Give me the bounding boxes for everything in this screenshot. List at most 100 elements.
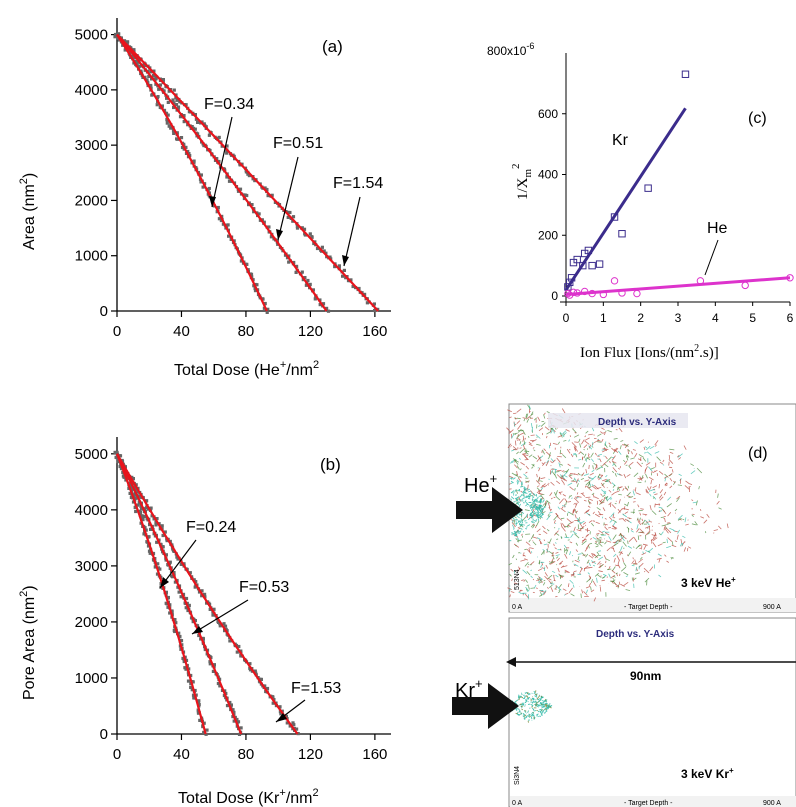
he-track <box>567 463 571 467</box>
he-track <box>535 434 541 439</box>
he-track <box>641 518 644 522</box>
panel-a-data-point <box>169 126 173 130</box>
panel-a-data-point <box>187 152 191 156</box>
he-track <box>597 458 600 460</box>
panel-c-x-tick-label: 2 <box>637 311 644 325</box>
he-track <box>535 500 538 503</box>
he-track <box>539 499 541 502</box>
he-track <box>599 586 602 592</box>
he-track <box>618 540 622 543</box>
he-track <box>511 472 518 477</box>
he-track <box>536 500 540 503</box>
he-track <box>575 496 578 499</box>
he-track <box>588 453 590 456</box>
he-track <box>588 445 593 450</box>
panel-b-data-point <box>189 673 193 678</box>
panel-a-data-point <box>310 235 314 239</box>
he-track <box>612 534 617 540</box>
he-track <box>659 489 664 494</box>
panel-b-data-point <box>205 728 209 732</box>
he-track <box>530 587 535 589</box>
he-track <box>613 557 616 563</box>
panel-a-data-point <box>166 100 170 104</box>
he-track <box>649 547 654 552</box>
he-track <box>522 429 526 435</box>
he-track <box>726 523 729 529</box>
he-track <box>536 489 542 494</box>
he-track <box>553 575 555 581</box>
he-track <box>641 475 644 480</box>
he-track <box>515 499 519 502</box>
he-track <box>660 531 664 536</box>
he-track <box>513 530 517 533</box>
he-track <box>626 501 629 507</box>
panel-a-data-point <box>180 145 185 150</box>
kr-track <box>518 694 520 698</box>
he-track <box>625 455 630 458</box>
panel-b-data-point <box>140 515 144 519</box>
he-track <box>650 480 653 485</box>
he-track <box>606 456 612 462</box>
he-track <box>599 536 602 539</box>
he-track <box>580 451 585 456</box>
he-track <box>670 557 674 560</box>
panel-b-data-point <box>200 589 204 593</box>
he-track <box>536 528 541 533</box>
he-track <box>637 504 640 508</box>
he-track <box>533 506 536 509</box>
panel-b-fit-lines <box>115 453 299 735</box>
he-track <box>618 494 622 496</box>
he-track <box>604 443 608 448</box>
he-track <box>546 548 549 553</box>
he-track <box>612 451 615 455</box>
he-track <box>650 536 657 542</box>
he-track <box>531 498 534 501</box>
panel-b-data-point <box>182 659 186 664</box>
panel-c-data-point <box>681 70 690 78</box>
panel-b-data-point <box>113 450 117 454</box>
he-track <box>587 572 590 575</box>
he-track <box>617 508 623 514</box>
panel-b-data-point <box>131 477 135 481</box>
panel-b-data-point <box>209 655 213 660</box>
kr-track <box>520 705 524 708</box>
he-track <box>633 497 636 500</box>
he-track <box>635 492 641 496</box>
he-track <box>525 586 529 591</box>
panel-a-x-tick-label: 80 <box>238 323 255 340</box>
he-track <box>584 547 589 552</box>
panel-b-data-point <box>115 450 119 454</box>
he-track <box>639 517 641 521</box>
he-track <box>685 480 690 485</box>
he-track <box>657 553 662 557</box>
panel-c-data-point <box>567 274 576 282</box>
he-track <box>593 553 598 558</box>
panel-b-data-point <box>168 560 172 564</box>
he-track <box>669 485 673 489</box>
he-track <box>658 503 660 506</box>
he-track <box>540 500 543 502</box>
he-track <box>572 530 578 535</box>
he-track <box>596 551 600 555</box>
he-track <box>687 519 689 521</box>
he-track <box>673 481 676 486</box>
he-track <box>546 459 550 464</box>
he-track <box>669 527 675 531</box>
he-track <box>539 515 543 519</box>
panel-b-data-point <box>143 514 147 518</box>
he-track <box>618 551 621 554</box>
he-track <box>571 555 574 557</box>
he-track <box>648 519 651 522</box>
he-track <box>539 594 542 597</box>
kr-track <box>537 710 540 713</box>
he-track <box>532 496 535 499</box>
he-track <box>685 523 689 526</box>
kr-track <box>527 715 531 718</box>
he-track <box>519 589 523 592</box>
he-track <box>516 479 520 483</box>
he-track <box>536 443 541 446</box>
he-track <box>608 480 612 485</box>
he-track <box>611 447 616 452</box>
kr-track <box>527 710 530 713</box>
panel-a-data-point <box>182 120 186 124</box>
